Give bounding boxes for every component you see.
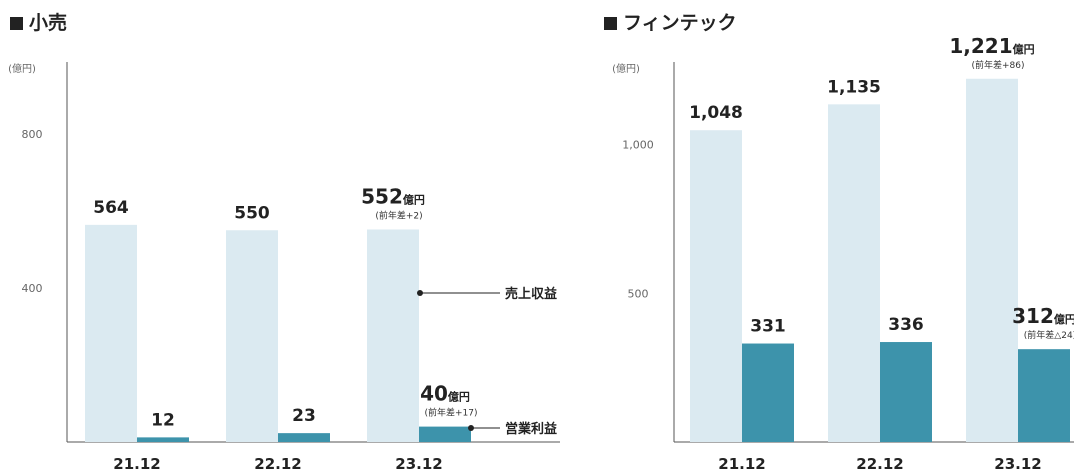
chart-title-retail: 小売 — [10, 8, 67, 35]
data-label-latest: 40億円 — [420, 382, 470, 406]
bar-revenue-21.12 — [690, 130, 742, 442]
title-square-icon — [10, 17, 23, 30]
data-label: 336 — [888, 315, 924, 335]
data-label-annotation: (前年差△24) — [1024, 329, 1074, 341]
bar-profit-22.12 — [278, 433, 330, 442]
chart-title-fintech: フィンテック — [604, 8, 737, 35]
data-label: 1,048 — [689, 103, 743, 123]
x-tick-label: 22.12 — [254, 455, 301, 473]
data-label-value: 1,221 — [949, 34, 1012, 58]
data-label-unit: 億円 — [1013, 42, 1035, 56]
bar-revenue-21.12 — [85, 224, 137, 442]
data-label-unit: 億円 — [1054, 312, 1074, 326]
data-label-unit: 億円 — [403, 192, 425, 206]
data-label: 550 — [234, 203, 270, 223]
data-label: 23 — [292, 406, 316, 426]
bar-revenue-22.12 — [828, 104, 880, 443]
data-label-unit: 億円 — [448, 390, 470, 404]
data-label-value: 40 — [420, 382, 448, 406]
x-tick-label: 21.12 — [718, 455, 765, 473]
bar-profit-23.12 — [1018, 349, 1070, 442]
data-label-value: 312 — [1012, 304, 1054, 328]
y-tick-label: 400 — [22, 282, 43, 295]
data-label-value: 552 — [361, 184, 403, 208]
bar-profit-23.12 — [419, 426, 471, 442]
chart-title-retail-text: 小売 — [29, 12, 68, 34]
legend-profit-label: 営業利益 — [505, 421, 557, 437]
data-label-annotation: (前年差+17) — [424, 407, 477, 419]
x-tick-label: 22.12 — [856, 455, 903, 473]
y-tick-label: 800 — [22, 128, 43, 141]
x-tick-label: 23.12 — [395, 455, 442, 473]
data-label: 12 — [151, 410, 175, 430]
data-label-annotation: (前年差+2) — [375, 209, 422, 221]
data-label-latest: 552億円 — [361, 184, 425, 208]
bar-revenue-23.12 — [966, 78, 1018, 442]
x-tick-label: 23.12 — [994, 455, 1041, 473]
data-label: 1,135 — [827, 77, 881, 97]
bar-revenue-22.12 — [226, 230, 278, 442]
x-tick-label: 21.12 — [113, 455, 160, 473]
legend-revenue-label: 売上収益 — [505, 286, 557, 302]
data-label-latest: 312億円 — [1012, 304, 1074, 328]
bar-profit-21.12 — [742, 343, 794, 442]
data-label-latest: 1,221億円 — [949, 34, 1034, 58]
data-label: 564 — [93, 198, 129, 218]
chart-title-fintech-text: フィンテック — [623, 12, 737, 34]
bar-profit-21.12 — [137, 437, 189, 442]
data-label-annotation: (前年差+86) — [971, 59, 1024, 71]
bar-revenue-23.12 — [367, 229, 419, 442]
bar-profit-22.12 — [880, 342, 932, 442]
y-tick-label: 1,000 — [622, 139, 654, 152]
data-label: 331 — [750, 317, 786, 337]
y-tick-label: 500 — [628, 287, 649, 300]
title-square-icon — [604, 17, 617, 30]
y-unit-label: (億円) — [612, 62, 640, 75]
y-unit-label: (億円) — [8, 62, 36, 75]
